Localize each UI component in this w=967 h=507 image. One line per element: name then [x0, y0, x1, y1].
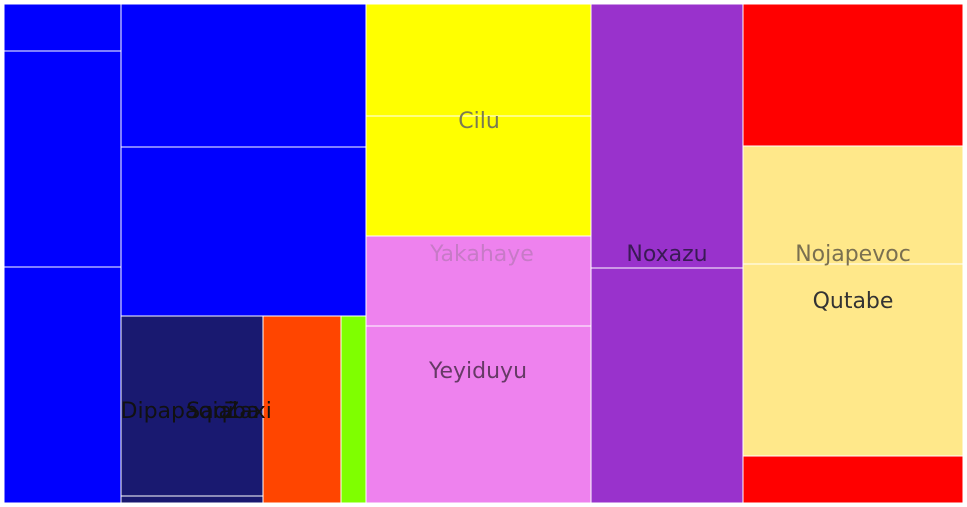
- tile-red-1: [742, 3, 964, 147]
- tile-blue-5: [120, 146, 367, 317]
- label-noxazu: Noxazu: [626, 242, 707, 267]
- tile-group-blue: [3, 3, 367, 504]
- tile-yeyiduyu: [365, 325, 592, 504]
- tile-orangered: [262, 315, 342, 504]
- label-dipapaqiaba: Dipapaqiaba: [121, 399, 260, 424]
- tile-blue-1: [3, 3, 122, 52]
- tile-chartreuse: [340, 315, 367, 504]
- label-zaxi: Zaxi: [224, 399, 272, 424]
- label-qutabe: Qutabe: [813, 289, 894, 314]
- tile-group-cilu: [365, 3, 592, 237]
- tile-blue-3: [3, 266, 122, 504]
- label-yeyiduyu: Yeyiduyu: [428, 359, 527, 384]
- tile-group-lightyellow: [742, 145, 964, 457]
- tile-midnightblue-1: [120, 315, 264, 497]
- label-yakahaye: Yakahaye: [429, 242, 534, 267]
- tile-cilu-1: [365, 3, 592, 117]
- tile-nojapevoc: [742, 145, 964, 265]
- tile-cilu-2: [365, 115, 592, 237]
- tile-qutabe: [742, 263, 964, 457]
- tile-blue-2: [3, 50, 122, 268]
- tile-group-red: [742, 3, 964, 504]
- label-saqi: Saqi: [186, 399, 234, 424]
- tile-red-2: [742, 455, 964, 504]
- tile-yakahaye: [365, 235, 592, 327]
- tile-midnightblue-2: [120, 495, 264, 504]
- tile-group-noxazu: [590, 3, 744, 504]
- tile-noxazu-2: [590, 267, 744, 504]
- label-nojapevoc: Nojapevoc: [795, 242, 911, 267]
- tile-noxazu-1: [590, 3, 744, 269]
- tile-group-midnightblue: [120, 315, 264, 504]
- tile-blue-4: [120, 3, 367, 148]
- label-cilu: Cilu: [458, 109, 500, 134]
